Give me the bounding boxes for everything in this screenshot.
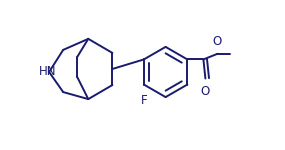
Text: F: F: [141, 94, 147, 107]
Text: O: O: [201, 85, 210, 98]
Text: HN: HN: [39, 66, 57, 78]
Text: O: O: [212, 35, 222, 48]
